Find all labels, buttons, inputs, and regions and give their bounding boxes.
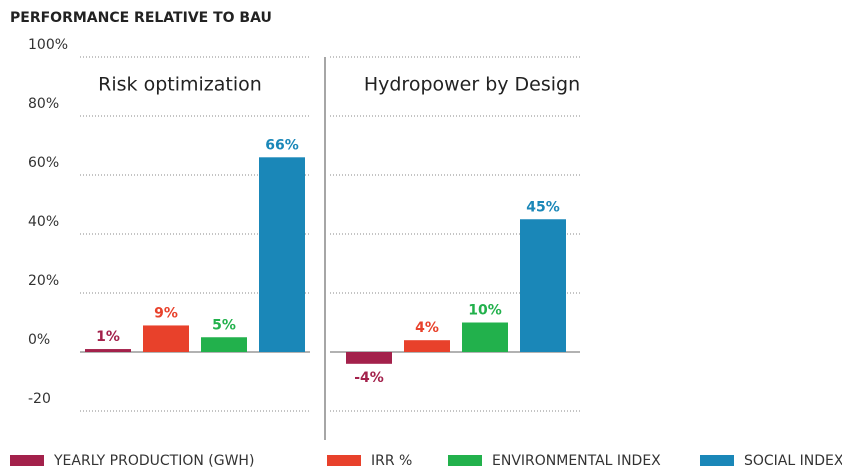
value-label: 1%: [96, 329, 120, 345]
y-tick-label: 60%: [28, 155, 59, 171]
y-tick-label: 80%: [28, 96, 59, 112]
panel-title: Risk optimization: [98, 74, 262, 96]
bar: [404, 340, 450, 352]
y-tick-label: 20%: [28, 273, 59, 289]
legend-label: YEARLY PRODUCTION (GWH): [53, 453, 254, 469]
bar: [520, 219, 566, 352]
chart-title: PERFORMANCE RELATIVE TO BAU: [10, 10, 272, 26]
y-tick-label: 40%: [28, 214, 59, 230]
value-label: -4%: [354, 370, 384, 386]
y-tick-label: -20: [28, 391, 51, 407]
bar: [201, 337, 247, 352]
legend-label: ENVIRONMENTAL INDEX: [492, 453, 661, 469]
legend-swatch: [448, 455, 482, 466]
value-label: 66%: [265, 137, 299, 153]
bar: [259, 157, 305, 352]
bar: [462, 322, 508, 352]
value-label: 45%: [526, 199, 560, 215]
legend-label: IRR %: [371, 453, 412, 469]
legend-label: SOCIAL INDEX: [744, 453, 842, 469]
panel-title: Hydropower by Design: [364, 74, 580, 96]
bar: [85, 349, 131, 352]
value-label: 10%: [468, 303, 502, 319]
bar: [143, 325, 189, 352]
value-label: 9%: [154, 305, 178, 321]
value-label: 4%: [415, 320, 439, 336]
legend-swatch: [327, 455, 361, 466]
legend-swatch: [700, 455, 734, 466]
legend-swatch: [10, 455, 44, 466]
value-label: 5%: [212, 317, 236, 333]
y-tick-label: 0%: [28, 332, 50, 348]
y-tick-label: 100%: [28, 37, 68, 53]
bar: [346, 352, 392, 364]
